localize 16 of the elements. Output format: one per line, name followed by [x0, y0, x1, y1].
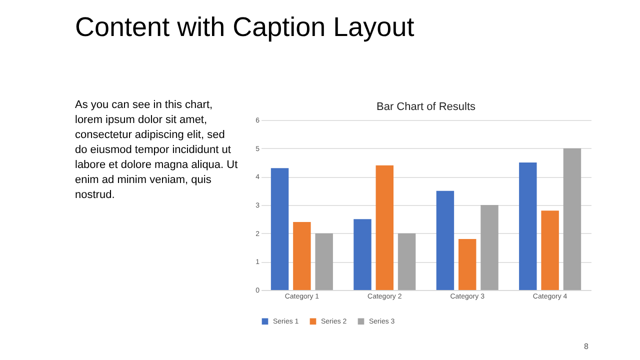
bar — [354, 219, 372, 290]
bar — [436, 190, 454, 290]
bar — [270, 168, 289, 290]
bar — [563, 148, 582, 290]
text: As you can see in this chart, lorem ipsum dolor sit amet, consectetur adipiscing elit, sed do eiusmod tempor incididunt ut labore et dolore magna aliqua. Ut enim ad minim veniam, quis nostrud. — [75, 98, 239, 203]
text: Content with Caption Layout — [75, 12, 414, 43]
bar — [293, 222, 311, 290]
bar — [398, 233, 416, 290]
bar — [315, 233, 333, 290]
bar — [480, 205, 498, 290]
bar — [519, 162, 537, 290]
bar — [458, 239, 476, 290]
text: 8 — [584, 342, 588, 351]
bar — [376, 165, 394, 290]
bar — [541, 210, 559, 290]
chart-title: Bar Chart of Results — [376, 101, 476, 113]
